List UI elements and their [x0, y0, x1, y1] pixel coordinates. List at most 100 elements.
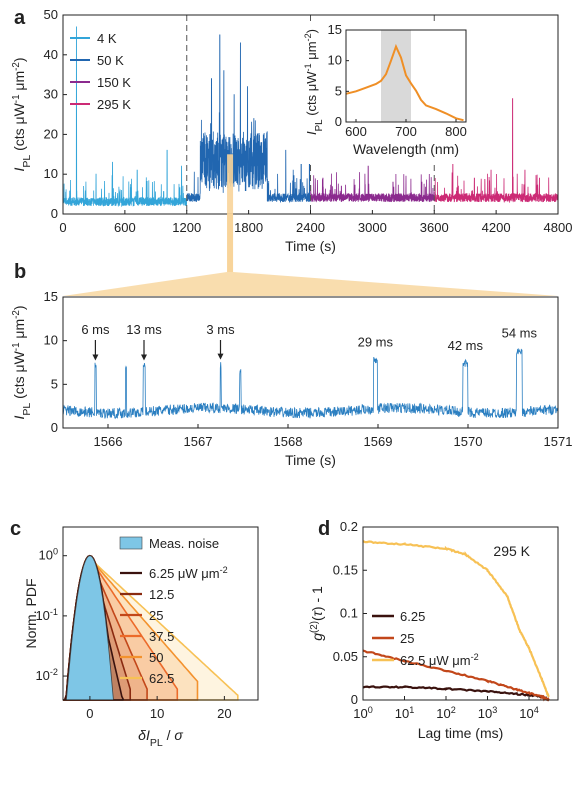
burst-arrow-head [141, 354, 147, 361]
legend-label: Meas. noise [149, 536, 219, 551]
legend-label: 62.5 μW μm-2 [400, 652, 479, 668]
y-tick-label: 0 [351, 692, 358, 707]
series-line-150k [310, 165, 435, 203]
panel-c: 0 10 20 10-2 10-1 100 δIPL / σ Norm. PDF c Meas. … [10, 518, 259, 749]
y-tick-label: 0 [51, 420, 58, 435]
y-tick-label: 0.05 [333, 649, 358, 664]
x-tick-label: 0 [86, 706, 93, 721]
zoom-highlight [227, 154, 234, 214]
g2-curve-25 [362, 649, 550, 702]
y-axis-label: IPL (cts μW-1 μm-2) [11, 57, 34, 171]
x-tick-label: 1800 [234, 220, 263, 235]
inset-x-tick-label: 600 [345, 124, 367, 139]
x-tick-label: 1570 [454, 434, 483, 449]
x-tick-label: 600 [114, 220, 136, 235]
panel-b: 1566 1567 1568 1569 1570 1571 0 5 10 15 Time (s) IP… [11, 261, 573, 468]
series-line-295k [433, 98, 559, 204]
plot-frame [62, 296, 559, 429]
x-tick-label: 102 [436, 705, 456, 721]
trace-line [62, 347, 559, 420]
x-tick-label: 1200 [172, 220, 201, 235]
plot-frame [62, 526, 259, 701]
inset-y-axis-label: IPL (cts μW-1 μm-2) [303, 29, 325, 135]
inset-y-tick-label: 15 [328, 22, 342, 37]
x-axis-label: Lag time (ms) [418, 725, 504, 741]
legend-label: 4 K [97, 31, 117, 46]
y-tick-label: 15 [44, 289, 58, 304]
zoom-fan [63, 272, 558, 296]
inset-x-tick-label: 700 [395, 124, 417, 139]
burst-duration-label: 13 ms [126, 322, 162, 337]
x-axis-label: Time (s) [285, 452, 336, 468]
y-tick-label: 50 [44, 7, 58, 22]
y-axis-label: Norm. PDF [23, 579, 39, 649]
burst-duration-label: 54 ms [502, 326, 538, 341]
panel-d: 100 101 102 103 104 0 0.05 0.1 0.15 0.2 Lag time (… [309, 518, 559, 741]
burst-duration-label: 42 ms [448, 338, 484, 353]
inset-y-tick-label: 0 [335, 114, 342, 129]
y-tick-label: 100 [38, 547, 58, 563]
y-tick-label: 20 [44, 126, 58, 141]
burst-arrow-head [217, 353, 224, 360]
y-tick-label: 0.2 [340, 519, 358, 534]
temperature-annotation: 295 K [493, 543, 530, 559]
x-tick-label: 3600 [420, 220, 449, 235]
inset-y-tick-label: 10 [328, 53, 342, 68]
y-tick-label: 0 [51, 206, 58, 221]
x-tick-label: 103 [478, 705, 498, 721]
burst-duration-label: 3 ms [206, 322, 235, 337]
noise-pdf-area [66, 555, 114, 701]
legend-label: 37.5 [149, 629, 174, 644]
legend-label: 50 [149, 650, 163, 665]
x-tick-label: 1567 [184, 434, 213, 449]
series-line-4k [62, 26, 188, 208]
x-tick-label: 0 [59, 220, 66, 235]
zoom-connector [227, 214, 234, 272]
y-tick-label: 0.1 [340, 606, 358, 621]
legend-label: 150 K [97, 75, 131, 90]
legend-label: 25 [400, 631, 414, 646]
legend-label: 6.25 [400, 609, 425, 624]
inset-spectrum-line [345, 43, 464, 122]
panel-label-a: a [14, 7, 26, 29]
x-tick-label: 104 [519, 705, 539, 721]
inset-x-tick-label: 800 [445, 124, 467, 139]
y-axis-label: g(2)(τ) - 1 [309, 586, 326, 641]
x-tick-label: 1571 [544, 434, 573, 449]
x-tick-label: 20 [217, 706, 231, 721]
legend-label: 50 K [97, 53, 124, 68]
g2-curve-62.5 [362, 540, 550, 698]
x-tick-label: 1568 [274, 434, 303, 449]
series-line-50k [186, 34, 311, 204]
x-tick-label: 1566 [94, 434, 123, 449]
y-tick-label: 10-2 [35, 667, 58, 683]
inset-y-tick-label: 5 [335, 83, 342, 98]
legend-label: 25 [149, 608, 163, 623]
burst-duration-label: 29 ms [358, 334, 394, 349]
panel-label-d: d [318, 518, 330, 540]
legend-label: 295 K [97, 97, 131, 112]
y-tick-label: 0.15 [333, 562, 358, 577]
burst-duration-label: 6 ms [81, 322, 110, 337]
y-axis-label: IPL (cts μW-1 μm-2) [11, 305, 34, 419]
legend-swatch [119, 536, 143, 550]
g2-curve-6.25 [362, 685, 549, 702]
x-tick-label: 100 [353, 705, 373, 721]
x-tick-label: 4800 [544, 220, 573, 235]
x-tick-label: 10 [150, 706, 164, 721]
y-tick-label: 10-1 [35, 607, 58, 623]
x-tick-label: 101 [395, 705, 415, 721]
x-tick-label: 4200 [482, 220, 511, 235]
y-tick-label: 30 [44, 87, 58, 102]
y-tick-label: 10 [44, 333, 58, 348]
legend-label: 6.25 μW μm-2 [149, 565, 228, 581]
y-tick-label: 10 [44, 166, 58, 181]
x-tick-label: 3000 [358, 220, 387, 235]
x-axis-label: Time (s) [285, 238, 336, 254]
legend-label: 62.5 [149, 671, 174, 686]
x-axis-label: δIPL / σ [138, 727, 183, 749]
inset-x-axis-label: Wavelength (nm) [353, 141, 459, 157]
panel-label-b: b [14, 261, 26, 283]
panel-label-c: c [10, 518, 21, 540]
